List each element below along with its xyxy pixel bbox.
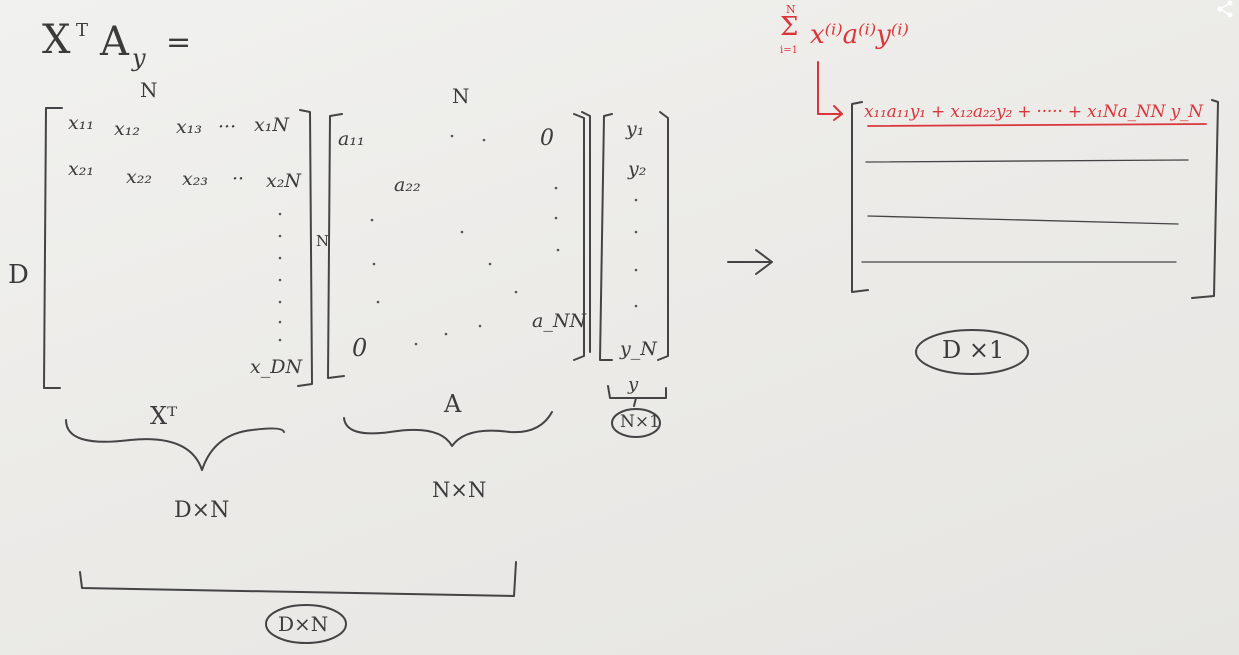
share-icon[interactable] bbox=[1212, 0, 1236, 18]
matrix-a-zero-top-right: 0 bbox=[540, 126, 554, 151]
result-row-line-3 bbox=[867, 215, 1179, 225]
circle-y-dims bbox=[611, 408, 661, 438]
matrix-a-right-bracket bbox=[573, 113, 585, 361]
matrix-a-col-label: N bbox=[452, 84, 470, 108]
matrix-x-right-bracket bbox=[297, 109, 313, 387]
brace-product bbox=[79, 561, 517, 597]
circle-result-dims bbox=[915, 329, 1029, 375]
matrix-a-ann: a_NN bbox=[532, 310, 587, 332]
matrix-a-row-label: N bbox=[316, 232, 330, 250]
vector-y-yn: y_N bbox=[620, 338, 657, 360]
matrix-x-cell: x₂₃ bbox=[182, 168, 208, 190]
result-row1: x₁₁a₁₁y₁ + x₁₂a₂₂y₂ + ····· + x₁Na_NN y_… bbox=[864, 102, 1203, 122]
equation-y-sub: y bbox=[132, 44, 146, 72]
brace-xt bbox=[65, 419, 285, 471]
equation-transpose: T bbox=[76, 20, 89, 41]
matrix-x-col-label: N bbox=[140, 78, 158, 102]
brace-a-label: A bbox=[444, 390, 462, 418]
equation-x: X bbox=[42, 17, 71, 63]
vector-y-y2: y₂ bbox=[628, 158, 647, 180]
product-dims: D×N bbox=[278, 612, 329, 636]
equation-equals: = bbox=[166, 25, 192, 60]
circle-product-dims bbox=[265, 604, 347, 644]
matrix-x-left-bracket bbox=[43, 107, 63, 389]
sum-top: N bbox=[786, 3, 796, 16]
sum-bottom: i=1 bbox=[780, 45, 798, 56]
vector-y-right-bracket bbox=[657, 111, 669, 361]
result-dims: D ×1 bbox=[942, 336, 1005, 364]
red-leader bbox=[817, 61, 843, 115]
matrix-a-a11: a₁₁ bbox=[338, 128, 365, 150]
result-row1-underline bbox=[867, 123, 1207, 127]
brace-a bbox=[343, 411, 553, 447]
arrow-head bbox=[755, 249, 773, 275]
matrix-a-right-bracket-2 bbox=[581, 111, 591, 353]
brace-y-label: y bbox=[628, 374, 639, 395]
vector-y-y1: y₁ bbox=[626, 118, 645, 140]
matrix-x-row-label: D bbox=[8, 260, 29, 290]
result-left-bracket bbox=[851, 101, 869, 293]
result-row-line-2 bbox=[865, 159, 1189, 163]
matrix-a-a22: a₂₂ bbox=[394, 174, 421, 196]
matrix-x-cell: x₁N bbox=[254, 114, 289, 136]
red-leader-head bbox=[833, 105, 843, 121]
result-right-bracket bbox=[1191, 99, 1219, 299]
matrix-x-cell: ·· bbox=[232, 168, 245, 190]
matrix-x-cell-last: x_DN bbox=[250, 356, 303, 378]
matrix-x-cell: x₁₁ bbox=[68, 112, 94, 134]
matrix-x-cell: ··· bbox=[218, 116, 237, 138]
vector-y-dims: N×1 bbox=[620, 412, 660, 432]
brace-xt-label: Xᵀ bbox=[150, 402, 178, 430]
sum-symbol: Σ bbox=[780, 12, 799, 42]
sum-terms: x⁽ⁱ⁾a⁽ⁱ⁾y⁽ⁱ⁾ bbox=[810, 20, 909, 50]
equation-a: A bbox=[100, 19, 129, 65]
matrix-a-zero-bottom-left: 0 bbox=[352, 334, 368, 362]
brace-y-tick bbox=[633, 397, 637, 407]
matrix-x-cell: x₂N bbox=[266, 170, 301, 192]
vector-y-left-bracket bbox=[599, 113, 613, 361]
matrix-x-cell: x₁₂ bbox=[114, 118, 140, 140]
matrix-x-dims: D×N bbox=[174, 498, 230, 523]
matrix-x-cell: x₂₁ bbox=[68, 158, 94, 180]
matrix-x-cell: x₂₂ bbox=[126, 166, 152, 188]
matrix-x-cell: x₁₃ bbox=[176, 116, 202, 138]
brace-y bbox=[607, 385, 667, 399]
matrix-a-left-bracket bbox=[327, 113, 345, 379]
matrix-a-dims: N×N bbox=[432, 478, 487, 502]
